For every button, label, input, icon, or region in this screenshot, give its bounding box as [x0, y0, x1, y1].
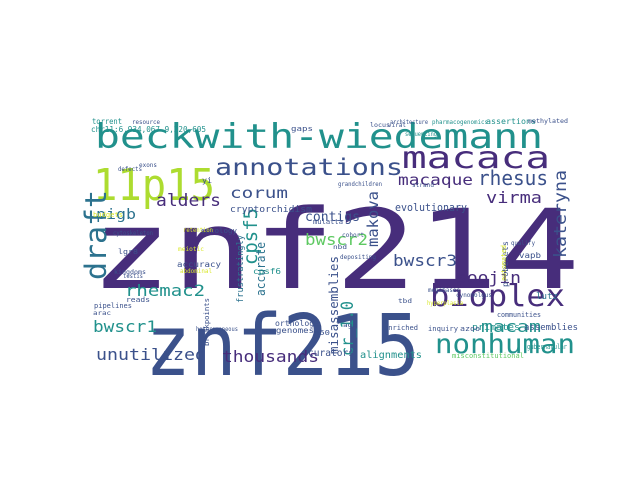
cloud-word: torrent [92, 117, 122, 126]
cloud-word: kateryna [551, 170, 571, 258]
cloud-word: znf215 [145, 297, 420, 396]
cloud-word: heterogeneous [196, 326, 238, 333]
cloud-word: misconstitutional [452, 352, 524, 360]
cloud-word: testis [123, 273, 143, 280]
cloud-word: depositing [340, 254, 376, 261]
cloud-word: architecture [390, 119, 428, 126]
cloud-word: ago [343, 322, 357, 329]
cloud-word: macaque [398, 171, 473, 189]
cloud-word: cynomolgus [456, 292, 492, 299]
cloud-word: znf214 [90, 186, 580, 314]
cloud-word: exons [139, 162, 157, 169]
cloud-word: annotations [215, 155, 403, 181]
cloud-word: bwscr1 [93, 317, 157, 336]
cloud-word: mulatta [313, 218, 343, 226]
cloud-word: viral [388, 122, 406, 129]
cloud-word: megabases [428, 287, 460, 294]
cloud-word: breakpoints [203, 298, 211, 346]
cloud-word: rhesus [478, 166, 548, 190]
cloud-word: accurate [254, 242, 268, 296]
cloud-word: meiotic [178, 246, 204, 253]
cloud-word: probesets [501, 241, 510, 287]
cloud-word: pigb [96, 207, 136, 223]
cloud-word: corum [230, 184, 288, 202]
cloud-word: ontology [201, 227, 237, 235]
cloud-word: tbd [398, 298, 412, 305]
cloud-word: alders [156, 191, 221, 211]
cloud-word: inquiry [428, 325, 458, 333]
cloud-word: unutilized [96, 345, 206, 364]
cloud-word: pipelines [94, 302, 132, 310]
cloud-word: frustratingly [236, 234, 246, 303]
cloud-word: bioplex [430, 279, 565, 314]
cloud-word: chr11:6,934,067-9,220,605 [91, 125, 206, 134]
cloud-word: lutz [536, 292, 558, 302]
cloud-word: nonhuman [435, 329, 575, 360]
cloud-word: draft [79, 190, 113, 280]
cloud-word: primates [472, 323, 520, 333]
cloud-word: accuracy [177, 260, 221, 269]
cloud-word: retention [183, 227, 213, 234]
cloud-word: contigs [305, 210, 360, 225]
cloud-word: enriched [384, 324, 418, 332]
cloud-word: orthologs [275, 319, 319, 328]
cloud-word: lgr8 [118, 248, 138, 256]
cloud-word: n50 [314, 329, 330, 337]
cloud-word: makova [364, 191, 382, 247]
cloud-word: cpsf6 [253, 267, 281, 276]
cloud-word: automated [500, 245, 508, 281]
cloud-word: grandchildren [338, 181, 382, 188]
cloud-word: kingdoms [114, 269, 146, 276]
cloud-word: gubernacular [527, 343, 567, 351]
cloud-word: budgets [93, 211, 123, 219]
cloud-word: rhemac2 [125, 281, 205, 300]
cloud-word: sequencing [405, 131, 437, 138]
cloud-word: communities [497, 311, 541, 319]
cloud-word: thousands [222, 347, 319, 366]
cloud-word: bwscr3 [393, 251, 457, 270]
cloud-word: yi [202, 176, 212, 185]
cloud-word: azoo [460, 325, 480, 333]
cloud-word: virma [486, 188, 542, 207]
cloud-word: curators [308, 348, 354, 359]
cloud-word: methylated [528, 118, 568, 125]
cloud-word: cytoskeleton [113, 230, 153, 237]
cloud-word: soojin [456, 268, 521, 287]
cloud-word: alignments [360, 350, 422, 361]
cloud-word: pharmacogenomics [432, 119, 488, 126]
cloud-word: cryptorchidism [230, 205, 312, 215]
cloud-word: vapb [519, 251, 541, 260]
cloud-word: misassemblies [327, 256, 341, 354]
cloud-word: assemblies [524, 323, 578, 333]
cloud-word: strand [412, 182, 434, 189]
cloud-word: resource [132, 119, 160, 126]
cloud-word: gaps [291, 125, 313, 133]
cloud-word: bwscr2 [305, 230, 368, 249]
cloud-word: abdominal [180, 268, 212, 275]
cloud-word: macam [481, 317, 541, 336]
cloud-word: qualify [511, 240, 535, 247]
cloud-word: evolutionary [395, 201, 467, 214]
cloud-word: cohort [342, 232, 364, 239]
cloud-word: locus [370, 122, 390, 129]
cloud-word: arac [93, 310, 111, 317]
cloud-word: hyperplasia [427, 300, 463, 307]
cloud-word: assertions [486, 117, 536, 126]
cloud-word: macaca [402, 141, 550, 176]
cloud-word: reads [126, 296, 150, 304]
cloud-word: genomes [276, 326, 314, 335]
cloud-word: cr_1.0 [338, 301, 358, 356]
cloud-word: beckwith-wiedemann [95, 117, 543, 157]
cloud-word: cpsf5 [240, 208, 262, 265]
cloud-word: 11p15 [93, 160, 215, 211]
cloud-word: defects [118, 166, 142, 173]
cloud-word: nbd [333, 244, 347, 251]
